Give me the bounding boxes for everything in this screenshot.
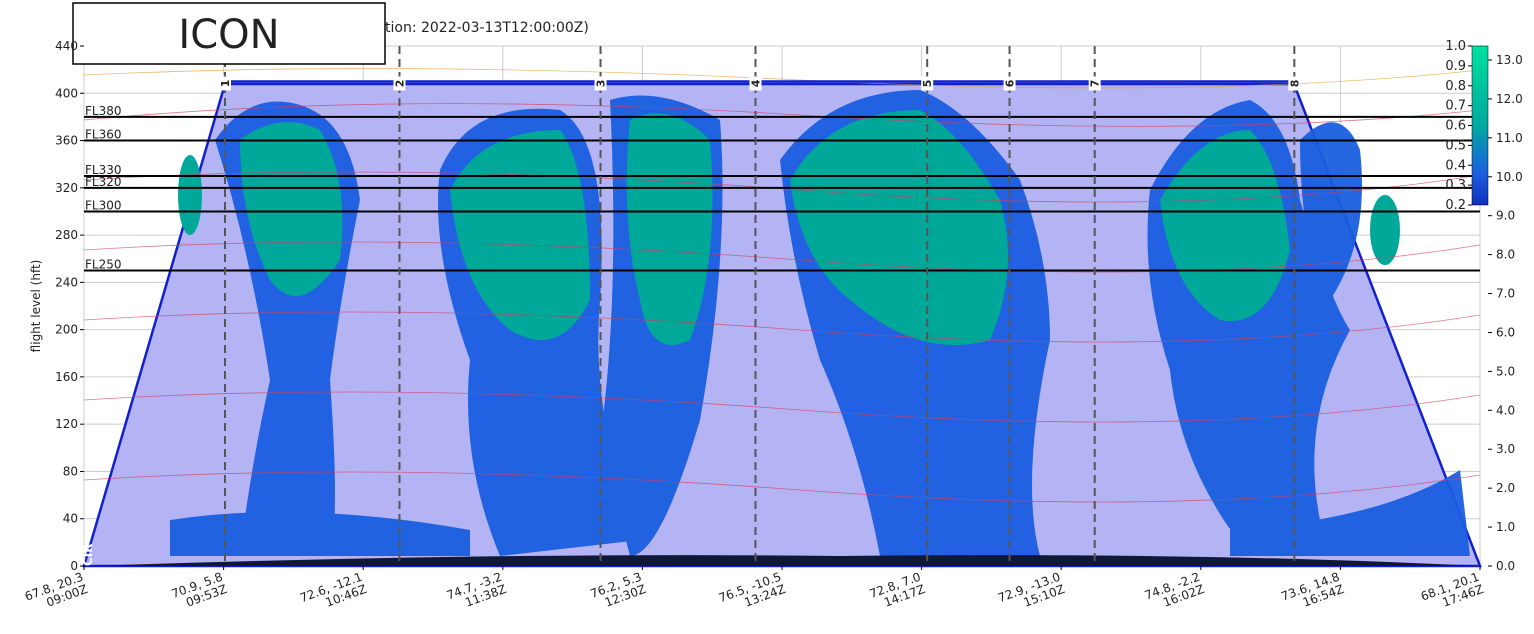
flight-level-label: FL330 [85,163,122,177]
contour-line [83,171,1481,203]
colorbar-tick-label: 0.3 [1445,178,1466,193]
y-tick-label: 80 [63,464,78,478]
colorbar-tick-label: 0.7 [1445,99,1466,114]
x-tick-label: 67.8, 20.309:00Z [23,570,90,610]
x-tick-label: 73.6, 14.816:54Z [1279,570,1346,610]
y2-tick-label: 12.0 [1496,92,1523,106]
x-tick-label: 72.8, 7.014:17Z [868,570,927,610]
model-box [72,2,386,65]
contour-line [83,391,1481,423]
waypoint-box [393,76,406,91]
colorbar-tick-label: 0.2 [1445,198,1466,213]
cloud-core [626,113,713,345]
contour-line [83,471,1481,503]
y-tick-label: 360 [55,134,78,148]
colorbar-tick-label: 0.4 [1445,158,1466,173]
cloud-blob [1230,470,1470,556]
x-tick-label: 74.8, -2.216:02Z [1143,570,1207,610]
y2-tick-label: 4.0 [1496,403,1515,417]
colorbar-tick-label: 0.9 [1445,59,1466,74]
y-tick-label: 440 [55,39,78,53]
y-tick-label: 320 [55,181,78,195]
waypoint-label: 5 [921,80,934,88]
x-tick-label: 72.9, -13.015:10Z [996,570,1067,610]
cloud-core [178,155,202,235]
colorbar [1471,45,1489,206]
waypoint-box [749,76,762,91]
waypoint-label: 3 [595,80,608,88]
y-tick-label: 200 [55,323,78,337]
x-tick-label: 76.2, 5.312:30Z [588,570,647,610]
x-tick-label: 70.9, 5.809:53Z [170,570,229,610]
contours [83,68,1481,503]
waypoint-label: 7 [1089,80,1102,88]
y-tick-label: 240 [55,275,78,289]
terrain [90,555,1480,566]
cloud-cores [178,110,1400,345]
y2-tick-label: 1.0 [1496,520,1515,534]
x-tick-label: 68.1, 20.117:46Z [1419,570,1486,610]
y2-tick-label: 2.0 [1496,481,1515,495]
y-tick-label: 400 [55,86,78,100]
contour-line [83,311,1481,343]
waypoint-box [1003,76,1016,91]
start-label: CIR [81,543,95,566]
y-tick-label: 40 [63,512,78,526]
y2-tick-label: 8.0 [1496,248,1515,262]
y2-tick-label: 11.0 [1496,131,1523,145]
waypoint-box [1088,76,1101,91]
y2-tick-label: 5.0 [1496,364,1515,378]
cloud-core [1370,195,1400,265]
flight-level-label: FL320 [85,175,122,189]
waypoint-box [594,76,607,91]
waypoint-box [1288,76,1301,91]
contour-line [83,68,1481,89]
cloud-core [450,130,590,340]
cloud-core [240,122,343,296]
y-tick-label: 0 [70,559,78,573]
colorbar-tick-label: 1.0 [1445,39,1466,54]
cloud-blob [170,512,470,556]
y2-tick-label: 3.0 [1496,442,1515,456]
waypoint-box [921,76,934,91]
y-tick-label: 160 [55,370,78,384]
waypoint-box [218,76,231,91]
x-tick-label: 72.6, -12.110:46Z [298,570,369,610]
waypoint-label: 2 [393,80,406,88]
cloud-core [790,110,1008,345]
model-label: ICON [178,12,279,58]
colorbar-tick-label: 0.5 [1445,138,1466,153]
waypoint-label: 8 [1288,80,1301,88]
title: tion: 2022-03-13T12:00:00Z) [385,20,589,36]
y2-tick-label: 13.0 [1496,53,1523,67]
flight-level-label: FL380 [85,104,122,118]
y2-tick-label: 10.0 [1496,170,1523,184]
contour-line [83,241,1481,273]
colorbar-tick-label: 0.8 [1445,79,1466,94]
waypoint-label: 1 [219,80,232,88]
y2-tick-label: 7.0 [1496,287,1515,301]
x-tick-label: 74.7, -3.211:38Z [445,570,509,610]
contour-line [83,103,1481,127]
cloud-core [1160,130,1290,322]
y-axis-label: flight level (hft) [29,260,43,353]
flight-level-label: FL250 [85,258,122,272]
colorbar-tick-label: 0.6 [1445,119,1466,134]
flight-level-label: FL300 [85,198,122,212]
y-tick-label: 280 [55,228,78,242]
waypoint-label: 6 [1004,79,1017,87]
y-tick-label: 120 [55,417,78,431]
x-tick-label: 76.5, -10.513:24Z [717,570,788,610]
waypoint-label: 4 [749,79,762,87]
y2-tick-label: 9.0 [1496,209,1515,223]
y2-tick-label: 6.0 [1496,325,1515,339]
y2-tick-label: 0.0 [1496,559,1515,573]
flight-level-label: FL360 [85,128,122,142]
